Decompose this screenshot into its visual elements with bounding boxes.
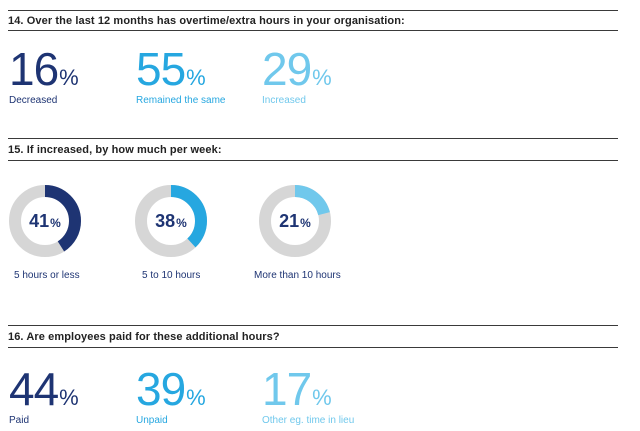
q16-stat-unpaid: 39% Unpaid <box>136 366 206 426</box>
stat-label: Increased <box>262 95 306 106</box>
q16-stat-other: 17% Other eg. time in lieu <box>262 366 354 426</box>
stat-value: 55 <box>136 43 186 95</box>
q14-bottom-rule <box>8 30 618 31</box>
donut-arc <box>9 185 81 257</box>
q14-title: 14. Over the last 12 months has overtime… <box>8 15 405 27</box>
stat-label: Other eg. time in lieu <box>262 415 355 426</box>
stat-value: 29 <box>262 43 312 95</box>
stat-label: Decreased <box>9 95 58 106</box>
q14-stat-same: 55% Remained the same <box>136 46 226 106</box>
stat-label: Paid <box>9 415 30 426</box>
q16-bottom-rule <box>8 347 618 348</box>
stat-unit: % <box>186 65 206 90</box>
stat-unit: % <box>59 385 79 410</box>
donut-chart <box>259 185 331 257</box>
donut-value: 41% <box>29 210 61 231</box>
stat-value: 17 <box>262 363 312 415</box>
donut-arc <box>259 185 331 257</box>
donut-label: More than 10 hours <box>254 270 341 281</box>
q16-title: 16. Are employees paid for these additio… <box>8 331 280 343</box>
q15-donut-5-to-10: 38% 5 to 10 hours <box>134 184 208 281</box>
q16-top-rule <box>8 325 618 326</box>
stat-unit: % <box>312 65 332 90</box>
stat-label: Remained the same <box>136 95 226 106</box>
donut-value: 38% <box>155 210 187 231</box>
q15-donut-5-or-less: 41% 5 hours or less <box>8 184 82 281</box>
q15-title: 15. If increased, by how much per week: <box>8 144 222 156</box>
stat-value: 16 <box>9 43 59 95</box>
q14-stat-increased: 29% Increased <box>262 46 332 106</box>
q15-donut-more-than-10: 21% More than 10 hours <box>254 184 341 281</box>
donut-value: 21% <box>279 210 311 231</box>
q14-top-rule <box>8 10 618 11</box>
q14-stat-decreased: 16% Decreased <box>9 46 79 106</box>
q16-stat-paid: 44% Paid <box>9 366 79 426</box>
donut-arc <box>135 185 207 257</box>
q15-bottom-rule <box>8 160 618 161</box>
stat-label: Unpaid <box>136 415 168 426</box>
stat-unit: % <box>186 385 206 410</box>
stat-value: 39 <box>136 363 186 415</box>
donut-chart <box>135 185 207 257</box>
q15-top-rule <box>8 138 618 139</box>
donut-chart <box>9 185 81 257</box>
donut-label: 5 hours or less <box>14 270 80 281</box>
stat-unit: % <box>312 385 332 410</box>
stat-unit: % <box>59 65 79 90</box>
donut-label: 5 to 10 hours <box>142 270 201 281</box>
stat-value: 44 <box>9 363 59 415</box>
